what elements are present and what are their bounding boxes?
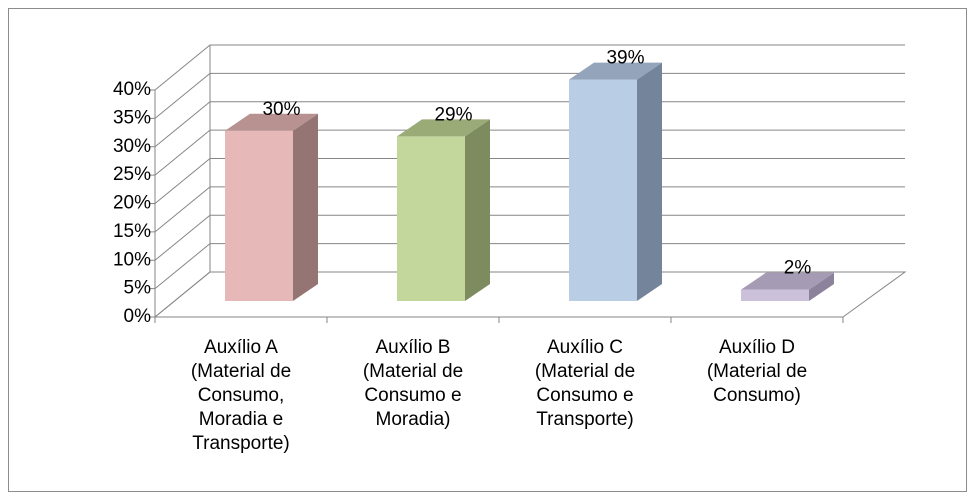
bar-side xyxy=(637,62,662,301)
grid-line xyxy=(154,271,905,318)
bar-front xyxy=(569,79,637,301)
value-label: 2% xyxy=(784,258,812,279)
y-tick-label: 15% xyxy=(113,221,151,242)
value-label: 39% xyxy=(606,48,644,69)
bar-side xyxy=(465,119,490,301)
y-tick-label: 25% xyxy=(113,164,151,185)
grid-line xyxy=(154,243,905,290)
bar-top xyxy=(569,62,662,80)
grid-line xyxy=(154,101,905,148)
grid-line xyxy=(154,158,905,204)
y-tick-label: 40% xyxy=(113,79,151,100)
chart-border xyxy=(8,8,967,492)
bar-front xyxy=(225,130,293,301)
x-tick-label: Auxílio D (Material de Consumo) xyxy=(706,337,808,406)
x-tick-label: Auxílio B (Material de Consumo e Moradia… xyxy=(362,337,464,430)
y-tick-label: 20% xyxy=(113,193,151,214)
grid-line xyxy=(154,129,905,176)
bar-side xyxy=(293,113,318,301)
bar-top xyxy=(741,272,834,290)
y-tick-label: 30% xyxy=(113,136,151,157)
bar-front xyxy=(741,289,809,301)
bar xyxy=(741,272,834,301)
grid-line xyxy=(154,214,905,261)
bar xyxy=(225,113,318,301)
y-tick-label: 10% xyxy=(113,249,151,270)
bar-top xyxy=(225,113,318,131)
value-label: 29% xyxy=(434,104,472,125)
y-tick-label: 5% xyxy=(124,278,152,299)
value-label: 30% xyxy=(262,99,300,120)
x-tick-label: Auxílio A (Material de Consumo, Moradia … xyxy=(190,337,292,454)
bar-side xyxy=(809,272,834,301)
y-tick-label: 0% xyxy=(124,306,152,327)
bar-top xyxy=(397,119,490,137)
bar-front xyxy=(397,136,465,301)
grid-line xyxy=(154,44,905,91)
bar xyxy=(397,119,490,301)
grid-line xyxy=(154,72,905,119)
x-tick-label: Auxílio C (Material de Consumo e Transpo… xyxy=(534,337,636,430)
y-tick-label: 35% xyxy=(113,107,151,128)
bar xyxy=(569,62,662,301)
grid-line xyxy=(154,186,905,233)
